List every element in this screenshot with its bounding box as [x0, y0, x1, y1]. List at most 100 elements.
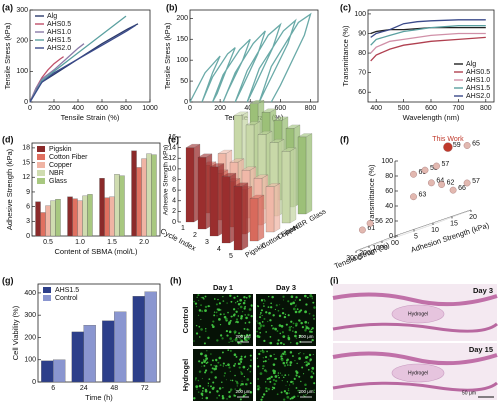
cell [235, 355, 238, 358]
cell [250, 304, 253, 307]
tissue [332, 322, 498, 333]
z-tick-label: 14 [168, 144, 176, 151]
cell [267, 387, 271, 391]
cell [202, 296, 204, 299]
cell [256, 357, 258, 359]
y-tick-label: 0 [32, 379, 36, 386]
series-line [370, 32, 486, 54]
cell [210, 353, 212, 355]
cell [310, 370, 313, 373]
cell [297, 395, 299, 397]
cell [240, 334, 243, 337]
cell [223, 315, 227, 319]
cell [284, 313, 287, 315]
cell [268, 295, 270, 298]
cell [218, 387, 222, 390]
cell [250, 391, 252, 393]
cell [228, 366, 231, 369]
cell [233, 330, 236, 333]
bar [35, 201, 41, 237]
x-tick-label: 0 [188, 105, 192, 112]
cell [294, 310, 298, 314]
legend-label: Cotton Fiber [49, 154, 88, 161]
z-axis-label: Transmittance (%) [367, 164, 376, 225]
cell [242, 301, 246, 305]
cell [310, 330, 313, 333]
cell [240, 317, 243, 320]
cell [307, 368, 310, 371]
panel-label: (a) [2, 2, 13, 12]
cell [256, 330, 258, 333]
cell [197, 379, 200, 382]
y-tick-label: 6 [26, 203, 30, 210]
cell [304, 387, 307, 390]
y-tick-label: 15 [22, 159, 30, 166]
cell [201, 390, 204, 392]
z-tick-label: 6 [172, 187, 176, 194]
cell [211, 367, 214, 370]
cell [281, 311, 285, 315]
cell [215, 358, 218, 362]
cell [282, 376, 285, 378]
cell [218, 317, 221, 321]
z-tick-label: 0 [172, 219, 176, 226]
series-line [29, 43, 85, 103]
cell [196, 296, 198, 298]
cell [217, 310, 219, 312]
cell [240, 383, 243, 385]
cell [259, 350, 262, 353]
tissue [332, 351, 498, 366]
point-label: 59 [453, 142, 461, 149]
cell [219, 334, 223, 337]
cell [240, 314, 244, 318]
cell [204, 388, 208, 392]
cell [272, 378, 275, 382]
z-tick-label: 80 [385, 173, 393, 180]
cell [264, 381, 267, 383]
cell [294, 305, 297, 307]
cell [292, 382, 295, 385]
cell [219, 324, 222, 326]
cell [222, 300, 225, 302]
cell [279, 332, 282, 335]
cell [307, 327, 310, 330]
cell [295, 342, 299, 345]
cell [232, 308, 236, 311]
cell [247, 337, 250, 340]
cell [259, 314, 261, 316]
cell [284, 374, 287, 377]
hydrogel [391, 304, 445, 324]
cell [288, 326, 292, 329]
cell [239, 360, 243, 364]
cell [282, 295, 285, 298]
y-tick-label: 60 [358, 89, 366, 96]
cell [236, 321, 239, 324]
legend-label: AHS1.5 [55, 287, 79, 294]
cell [279, 341, 283, 345]
cell [210, 364, 212, 366]
cell [313, 318, 315, 320]
x-axis-label: Tensile Strain (%) [333, 240, 391, 271]
cell [245, 335, 247, 337]
y-tick-label: 10 [431, 227, 439, 234]
cell [265, 331, 267, 333]
bar [144, 291, 157, 383]
x-tick-label: 3000 [346, 255, 362, 262]
y-tick-label: 12 [22, 174, 30, 181]
cell [257, 365, 260, 368]
cell [198, 325, 201, 328]
legend-swatch [37, 170, 45, 176]
cell [248, 295, 251, 298]
y-tick-label: 300 [16, 7, 28, 14]
cell [299, 352, 301, 354]
cell [304, 361, 306, 363]
cell [263, 298, 265, 301]
cell [282, 335, 286, 339]
cell [218, 302, 222, 305]
cell [298, 319, 301, 322]
cell [301, 326, 305, 329]
x-tick-label: 400 [370, 105, 382, 112]
x-axis-label: Tensile Strain (%) [61, 113, 120, 122]
cell [233, 353, 237, 357]
cell [246, 328, 249, 331]
